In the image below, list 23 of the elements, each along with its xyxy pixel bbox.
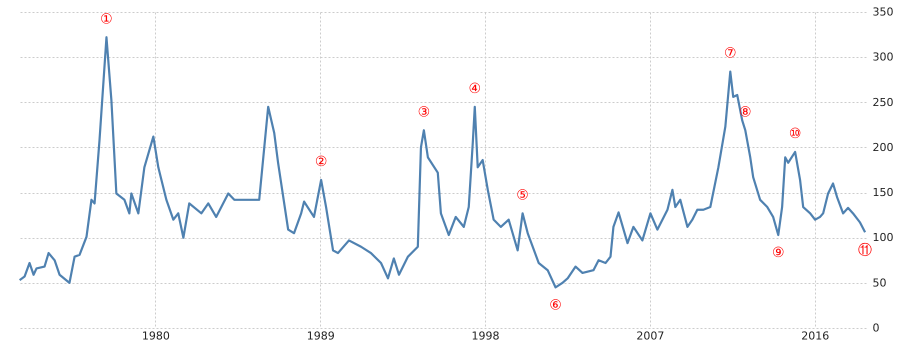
- y-tick-label: 300: [872, 50, 894, 64]
- annotation: ②: [314, 154, 328, 170]
- y-tick-label: 100: [872, 231, 894, 244]
- x-tick-label: 1998: [472, 330, 500, 342]
- annotation: ⑨: [772, 245, 785, 262]
- annotation: ⑦: [724, 46, 737, 62]
- annotation: ⑥: [549, 297, 562, 314]
- x-tick-label: 2007: [636, 330, 664, 342]
- annotation: ⑪: [858, 242, 872, 258]
- annotation: ①: [100, 11, 113, 28]
- y-tick-label: 150: [872, 186, 894, 200]
- annotation: ⑩: [788, 126, 802, 142]
- annotation: ④: [468, 80, 482, 97]
- x-tick-label: 1989: [306, 330, 335, 342]
- annotation: ⑤: [516, 187, 529, 204]
- x-tick-label: 2016: [801, 330, 830, 342]
- annotation: ③: [418, 104, 430, 120]
- y-tick-label: 200: [872, 140, 894, 154]
- y-tick-label: 50: [872, 276, 886, 290]
- x-tick-label: 1980: [142, 330, 170, 342]
- y-tick-label: 350: [872, 6, 894, 18]
- y-tick-label: 0: [872, 322, 880, 334]
- y-tick-label: 250: [872, 96, 894, 109]
